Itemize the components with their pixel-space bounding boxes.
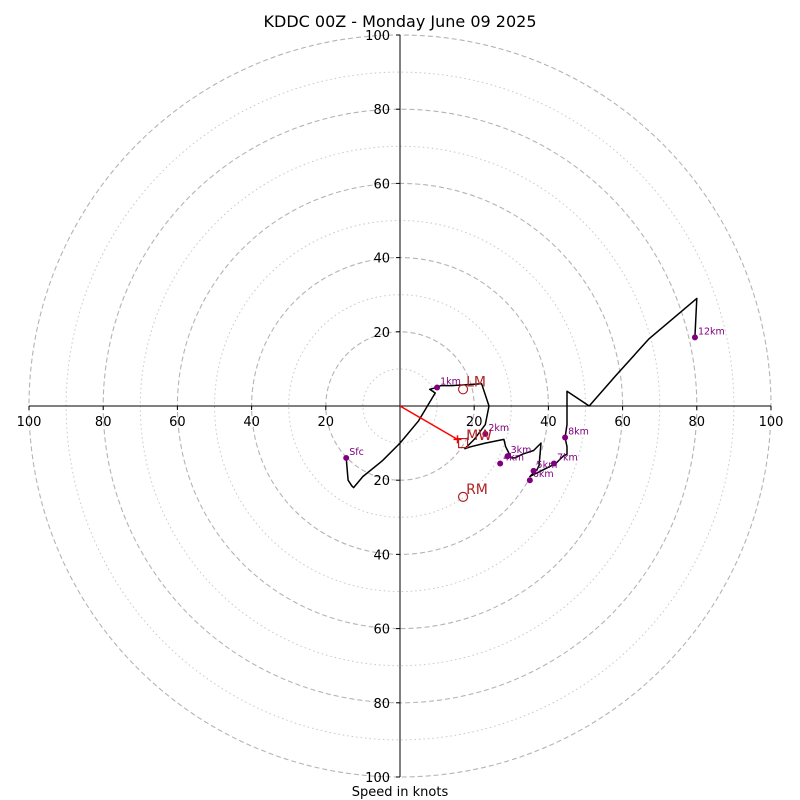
storm-point-label: MW bbox=[466, 428, 492, 444]
chart-title: KDDC 00Z - Monday June 09 2025 bbox=[264, 12, 537, 31]
storm-point-marker bbox=[457, 384, 469, 395]
y-tick-label: 100 bbox=[365, 29, 390, 44]
height-marker-label: 5km bbox=[537, 460, 558, 471]
x-tick-label: 40 bbox=[540, 415, 557, 430]
storm-point-marker bbox=[457, 438, 469, 449]
height-marker-point bbox=[691, 334, 698, 341]
x-tick-label: 80 bbox=[689, 415, 706, 430]
y-tick-label: 20 bbox=[373, 326, 390, 341]
x-tick-label: 20 bbox=[466, 415, 483, 430]
x-tick-label: 60 bbox=[614, 415, 631, 430]
height-marker-point bbox=[497, 460, 504, 467]
storm-point-label: LM bbox=[466, 374, 486, 390]
y-tick-label: 60 bbox=[373, 623, 390, 638]
y-tick-label: 80 bbox=[373, 697, 390, 712]
x-tick-label: 60 bbox=[169, 415, 186, 430]
storm-motion-marker bbox=[453, 435, 462, 444]
height-marker-label: 8km bbox=[568, 427, 589, 438]
tick-labels: 100 100 80 80 60 60 40 40 20 20 20 20 40 40 60 60 80 80 10… bbox=[17, 29, 784, 786]
y-tick-label: 100 bbox=[365, 771, 390, 786]
height-marker-point bbox=[562, 434, 569, 441]
height-marker-label: 1km bbox=[440, 376, 461, 387]
height-marker-label: 6km bbox=[533, 469, 554, 480]
storm-motion bbox=[399, 405, 462, 444]
height-marker-point bbox=[550, 460, 557, 467]
height-marker-point bbox=[530, 467, 537, 474]
x-axis-label: Speed in knots bbox=[352, 785, 449, 800]
height-marker-label: 7km bbox=[557, 453, 578, 464]
x-tick-label: 40 bbox=[243, 415, 260, 430]
y-tick-label: 20 bbox=[373, 474, 390, 489]
storm-points: LM MW RM bbox=[457, 374, 492, 502]
height-marker-point bbox=[343, 454, 350, 461]
height-marker-label: 4km bbox=[503, 453, 524, 464]
x-tick-label: 20 bbox=[318, 415, 335, 430]
storm-point-marker bbox=[457, 491, 469, 502]
height-marker-point bbox=[482, 430, 489, 437]
height-marker-point bbox=[504, 453, 511, 460]
height-marker-label: 3km bbox=[511, 445, 532, 456]
height-marker-point bbox=[434, 384, 441, 391]
x-tick-label: 100 bbox=[759, 415, 784, 430]
y-tick-label: 40 bbox=[373, 548, 390, 563]
height-marker-point bbox=[526, 477, 533, 484]
y-tick-label: 40 bbox=[373, 252, 390, 267]
x-tick-label: 100 bbox=[17, 415, 42, 430]
storm-motion-vector bbox=[399, 405, 458, 441]
x-tick-label: 80 bbox=[95, 415, 112, 430]
storm-point-label: RM bbox=[466, 482, 488, 498]
y-tick-label: 80 bbox=[373, 103, 390, 118]
y-tick-label: 60 bbox=[373, 177, 390, 192]
height-marker-label: Sfc bbox=[349, 447, 364, 458]
height-marker-label: 2km bbox=[488, 423, 509, 434]
height-marker-label: 12km bbox=[698, 326, 725, 337]
